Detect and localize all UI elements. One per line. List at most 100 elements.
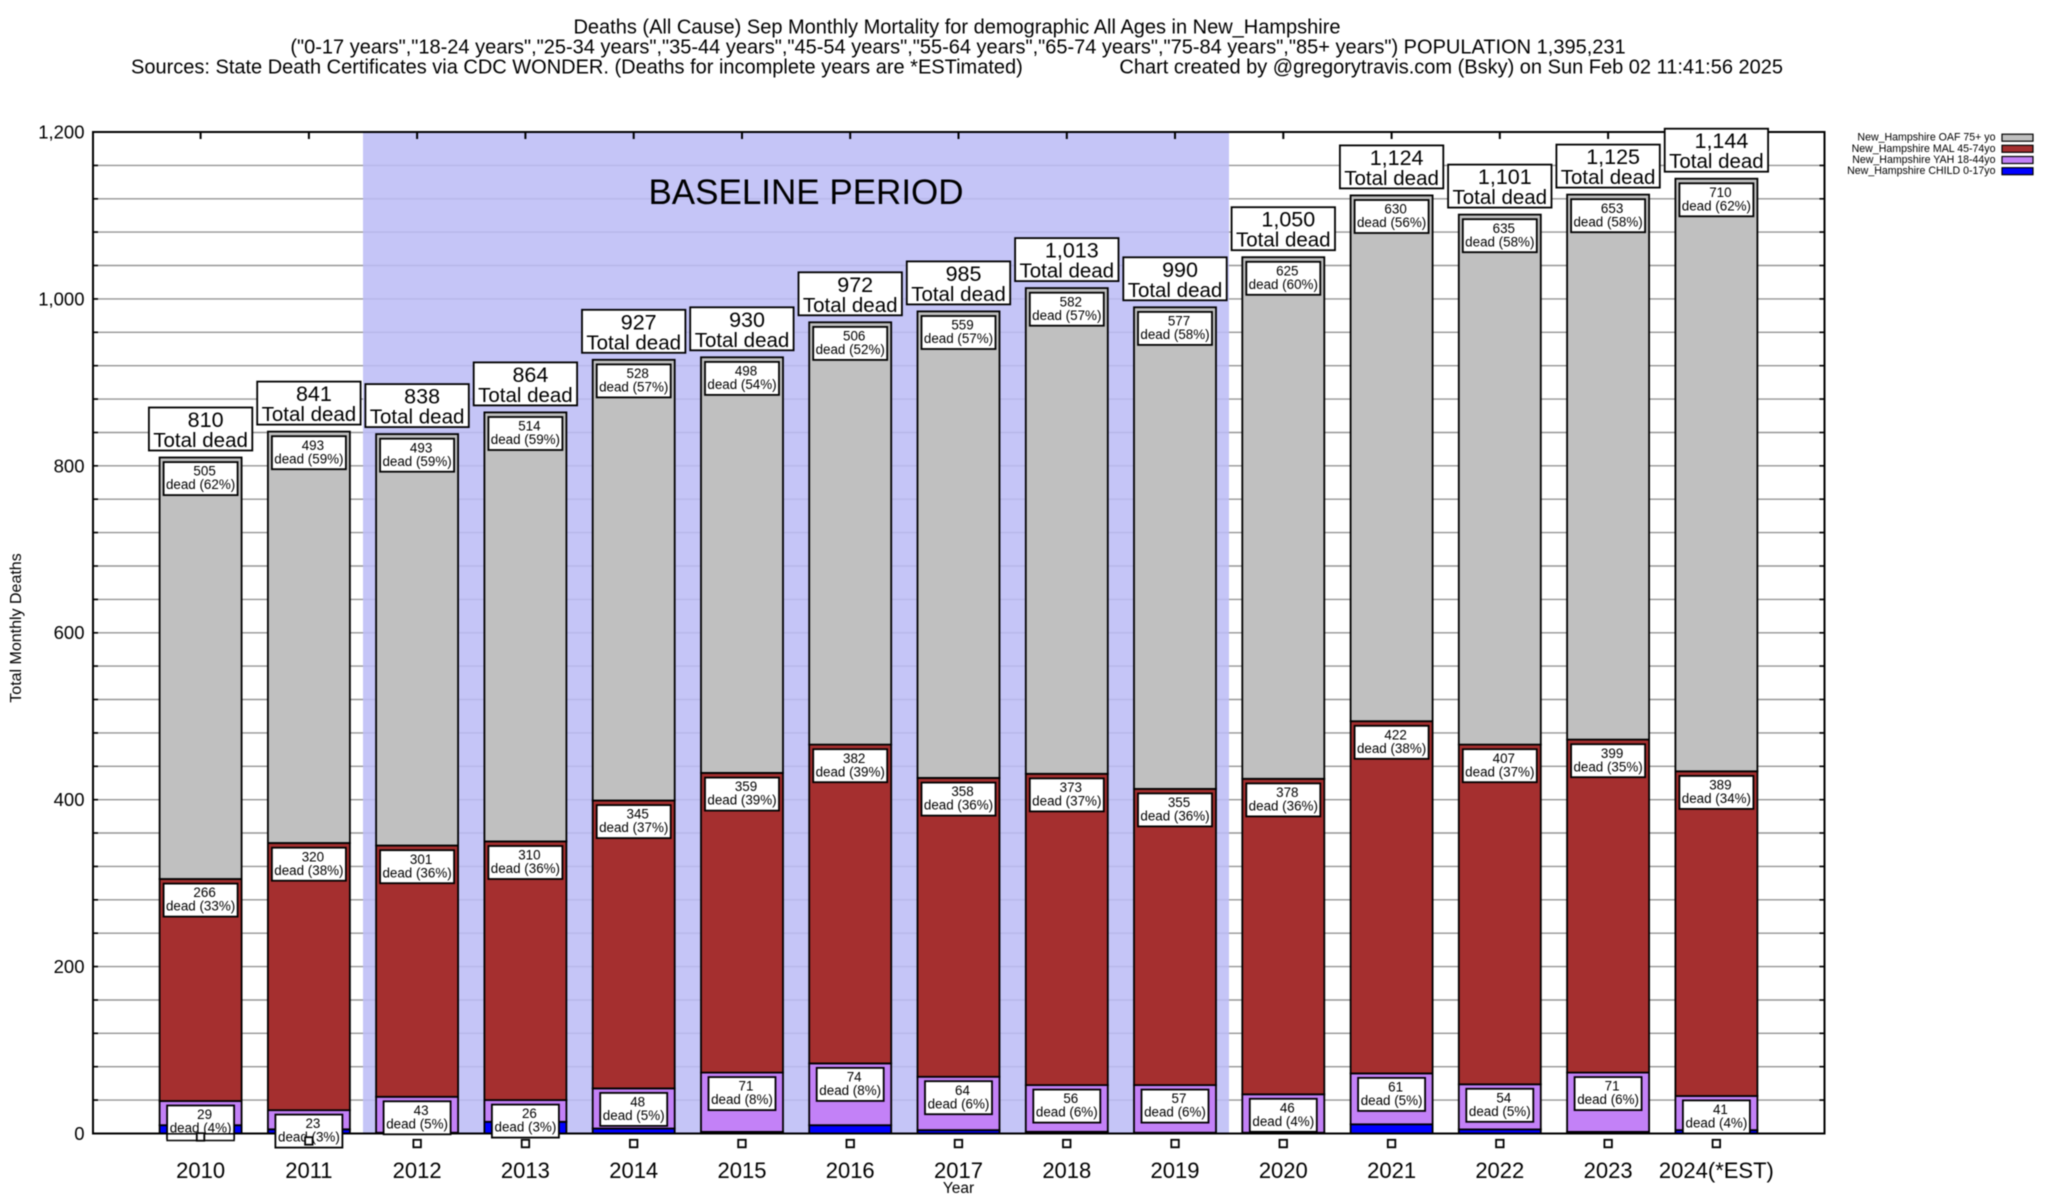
svg-text:345: 345 — [627, 807, 649, 822]
svg-text:dead (57%): dead (57%) — [599, 380, 668, 395]
svg-text:985: 985 — [946, 262, 982, 286]
svg-text:864: 864 — [512, 363, 548, 387]
svg-text:23: 23 — [305, 1116, 320, 1131]
svg-text:dead (5%): dead (5%) — [386, 1116, 448, 1131]
svg-text:1,144: 1,144 — [1694, 129, 1748, 153]
svg-text:2024(*EST): 2024(*EST) — [1659, 1158, 1774, 1183]
svg-text:1,000: 1,000 — [38, 288, 84, 309]
svg-text:838: 838 — [404, 385, 440, 409]
svg-text:dead (62%): dead (62%) — [166, 477, 235, 492]
svg-text:528: 528 — [627, 366, 649, 381]
svg-text:Total dead: Total dead — [1236, 229, 1331, 252]
svg-text:600: 600 — [54, 622, 85, 643]
svg-text:dead (8%): dead (8%) — [711, 1092, 773, 1107]
svg-text:dead (36%): dead (36%) — [1140, 809, 1209, 824]
svg-text:BASELINE PERIOD: BASELINE PERIOD — [648, 173, 963, 212]
svg-text:dead (38%): dead (38%) — [1357, 741, 1426, 756]
svg-text:dead (36%): dead (36%) — [382, 865, 451, 880]
svg-text:dead (35%): dead (35%) — [1573, 759, 1642, 774]
svg-text:Total dead: Total dead — [1669, 150, 1764, 173]
svg-text:400: 400 — [54, 789, 85, 810]
svg-text:493: 493 — [302, 438, 324, 453]
svg-text:dead (38%): dead (38%) — [274, 863, 343, 878]
svg-text:2015: 2015 — [718, 1158, 767, 1183]
svg-text:320: 320 — [302, 849, 324, 864]
svg-text:dead (59%): dead (59%) — [382, 454, 451, 469]
svg-text:57: 57 — [1172, 1091, 1187, 1106]
svg-text:2021: 2021 — [1367, 1158, 1416, 1183]
svg-text:506: 506 — [843, 329, 865, 344]
svg-text:389: 389 — [1709, 778, 1731, 793]
svg-text:dead (8%): dead (8%) — [819, 1083, 881, 1098]
svg-text:dead (37%): dead (37%) — [1465, 764, 1534, 779]
svg-text:382: 382 — [843, 751, 865, 766]
svg-text:dead (34%): dead (34%) — [1682, 791, 1751, 806]
svg-text:2019: 2019 — [1151, 1158, 1200, 1183]
svg-text:New_Hampshire MAL 45-74yo: New_Hampshire MAL 45-74yo — [1852, 143, 1996, 155]
svg-text:582: 582 — [1060, 294, 1082, 309]
svg-text:dead (5%): dead (5%) — [1469, 1104, 1531, 1119]
svg-text:New_Hampshire YAH 18-44yo: New_Hampshire YAH 18-44yo — [1852, 154, 1995, 166]
svg-text:dead (57%): dead (57%) — [924, 331, 993, 346]
svg-text:630: 630 — [1384, 202, 1406, 217]
svg-text:48: 48 — [630, 1095, 645, 1110]
svg-text:2018: 2018 — [1042, 1158, 1091, 1183]
svg-text:301: 301 — [410, 852, 432, 867]
svg-text:Total dead: Total dead — [1561, 166, 1656, 189]
svg-text:Sources: State Death Certifica: Sources: State Death Certificates via CD… — [131, 57, 1023, 79]
svg-text:930: 930 — [729, 308, 765, 332]
svg-text:dead (62%): dead (62%) — [1682, 198, 1751, 213]
svg-text:378: 378 — [1276, 785, 1298, 800]
svg-text:("0-17 years","18-24 years","2: ("0-17 years","18-24 years","25-34 years… — [290, 37, 1625, 59]
svg-text:dead (59%): dead (59%) — [491, 432, 560, 447]
svg-text:266: 266 — [193, 885, 215, 900]
svg-text:dead (54%): dead (54%) — [707, 377, 776, 392]
svg-text:New_Hampshire CHILD 0-17yo: New_Hampshire CHILD 0-17yo — [1847, 165, 1995, 177]
svg-text:810: 810 — [188, 408, 224, 432]
svg-text:Total dead: Total dead — [1344, 167, 1439, 190]
svg-text:dead (6%): dead (6%) — [1036, 1105, 1098, 1120]
svg-text:559: 559 — [951, 318, 973, 333]
svg-text:498: 498 — [735, 364, 757, 379]
svg-text:dead (5%): dead (5%) — [1361, 1093, 1423, 1108]
svg-text:Total dead: Total dead — [262, 403, 357, 426]
svg-text:dead (33%): dead (33%) — [166, 899, 235, 914]
svg-text:1,101: 1,101 — [1478, 165, 1532, 189]
svg-text:1,125: 1,125 — [1586, 145, 1640, 169]
svg-text:2011: 2011 — [285, 1158, 332, 1183]
svg-text:505: 505 — [193, 464, 215, 479]
svg-text:2022: 2022 — [1475, 1158, 1524, 1183]
svg-text:dead (3%): dead (3%) — [495, 1120, 557, 1135]
svg-text:Total dead: Total dead — [803, 294, 898, 317]
svg-text:514: 514 — [518, 419, 541, 434]
svg-text:dead (39%): dead (39%) — [816, 764, 885, 779]
svg-text:43: 43 — [414, 1103, 429, 1118]
svg-text:359: 359 — [735, 779, 757, 794]
svg-text:310: 310 — [518, 848, 540, 863]
svg-text:New_Hampshire OAF 75+ yo: New_Hampshire OAF 75+ yo — [1857, 132, 1995, 144]
svg-text:577: 577 — [1168, 314, 1190, 329]
svg-text:71: 71 — [739, 1079, 754, 1094]
svg-text:Total dead: Total dead — [911, 283, 1006, 306]
svg-text:dead (52%): dead (52%) — [816, 342, 885, 357]
svg-text:61: 61 — [1388, 1080, 1403, 1095]
svg-text:26: 26 — [522, 1106, 537, 1121]
svg-text:355: 355 — [1168, 795, 1190, 810]
svg-text:dead (36%): dead (36%) — [1249, 799, 1318, 814]
svg-text:41: 41 — [1713, 1102, 1728, 1117]
svg-text:2023: 2023 — [1584, 1158, 1633, 1183]
svg-text:972: 972 — [837, 273, 873, 297]
svg-text:800: 800 — [54, 455, 85, 476]
svg-text:dead (36%): dead (36%) — [924, 798, 993, 813]
svg-text:54: 54 — [1496, 1090, 1511, 1105]
svg-text:71: 71 — [1605, 1079, 1620, 1094]
svg-text:Total dead: Total dead — [1452, 186, 1547, 209]
svg-text:373: 373 — [1060, 780, 1082, 795]
svg-text:200: 200 — [54, 956, 85, 977]
svg-text:635: 635 — [1493, 221, 1515, 236]
svg-text:407: 407 — [1493, 751, 1515, 766]
svg-text:Total dead: Total dead — [1019, 260, 1114, 283]
svg-text:dead (59%): dead (59%) — [274, 451, 343, 466]
svg-text:46: 46 — [1280, 1100, 1295, 1115]
svg-text:653: 653 — [1601, 201, 1623, 216]
